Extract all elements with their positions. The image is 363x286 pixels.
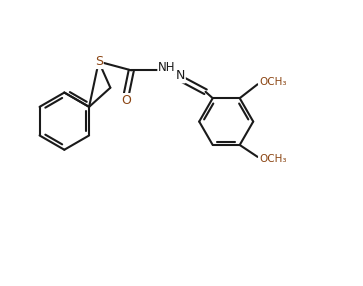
Text: OCH₃: OCH₃ [259,154,286,164]
Text: S: S [95,55,103,68]
Text: N: N [175,69,185,82]
Text: O: O [122,94,131,107]
Text: OCH₃: OCH₃ [259,77,286,87]
Text: NH: NH [158,61,176,74]
